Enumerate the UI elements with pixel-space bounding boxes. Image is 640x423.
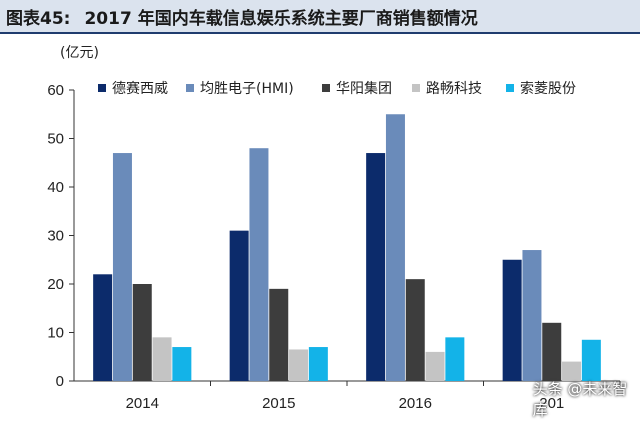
bar — [289, 349, 309, 381]
y-tick-label: 10 — [47, 325, 64, 342]
y-tick-label: 30 — [47, 228, 64, 245]
bar — [502, 259, 522, 381]
bar — [522, 250, 542, 381]
unit-label: (亿元) — [60, 45, 99, 61]
y-tick-label: 0 — [56, 373, 64, 390]
bar — [249, 148, 269, 381]
bar — [269, 288, 289, 381]
bar — [93, 274, 113, 381]
bar — [542, 322, 562, 381]
bar — [385, 114, 405, 381]
figure-label: 图表45: — [6, 8, 71, 29]
legend-label: 德赛西威 — [112, 81, 168, 97]
x-tick-label: 2016 — [399, 395, 432, 412]
bar — [445, 337, 465, 381]
y-tick-label: 40 — [47, 179, 64, 196]
legend-swatch — [98, 84, 106, 92]
legend-swatch — [506, 84, 514, 92]
title-bar: 图表45: 2017 年国内车载信息娱乐系统主要厂商销售额情况 — [0, 0, 640, 34]
legend-label: 索菱股份 — [520, 80, 576, 97]
legend-label: 均胜电子(HMI) — [200, 81, 294, 97]
bar — [132, 284, 152, 381]
wechat-icon — [512, 391, 528, 406]
legend-label: 华阳集团 — [336, 80, 392, 97]
chart-title: 2017 年国内车载信息娱乐系统主要厂商销售额情况 — [84, 8, 478, 29]
x-tick-label: 2015 — [262, 395, 295, 412]
legend-swatch — [412, 84, 420, 92]
bar — [425, 351, 445, 381]
bar — [229, 230, 249, 381]
bar — [152, 337, 172, 381]
y-tick-label: 50 — [47, 131, 64, 148]
bar — [405, 279, 425, 381]
y-tick-label: 60 — [47, 82, 64, 99]
bar — [581, 339, 601, 381]
watermark-text: 头条 @未来智库 — [532, 380, 628, 419]
legend-label: 路畅科技 — [426, 81, 482, 97]
bar — [308, 347, 328, 381]
legend-swatch — [322, 84, 330, 92]
y-tick-label: 20 — [47, 276, 64, 293]
x-tick-label: 201 — [539, 395, 564, 412]
bar — [172, 347, 192, 381]
x-tick-label: 2014 — [126, 395, 159, 412]
bar — [366, 153, 386, 381]
legend-swatch — [186, 84, 194, 92]
bar — [562, 361, 582, 381]
bar — [112, 153, 132, 381]
watermark: 头条 @未来智库 — [512, 380, 634, 419]
